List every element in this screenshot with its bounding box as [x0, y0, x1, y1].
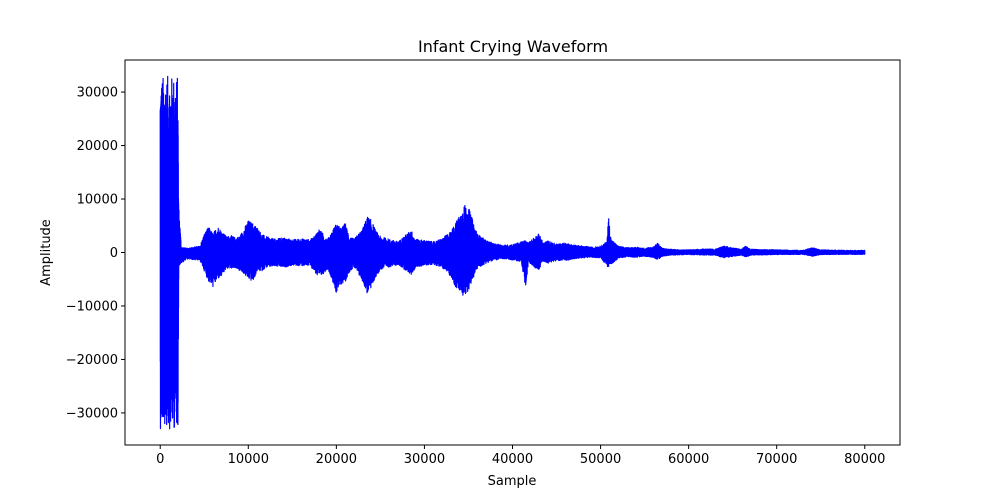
x-tick-label: 10000 — [228, 452, 269, 467]
x-tick-label: 70000 — [756, 452, 797, 467]
y-axis-ticks: −30000 −20000 −10000 0 10000 20000 30000 — [66, 86, 125, 421]
x-tick-label: 80000 — [844, 452, 885, 467]
y-axis-label: Amplitude — [39, 219, 54, 286]
y-tick-label: 10000 — [77, 193, 118, 208]
x-axis-label: Sample — [488, 474, 537, 489]
waveform-series-line — [159, 75, 866, 430]
x-tick-label: 60000 — [668, 452, 709, 467]
y-tick-label: 0 — [110, 246, 118, 261]
y-tick-label: −10000 — [66, 299, 118, 314]
x-tick-label: 0 — [156, 452, 164, 467]
plot-frame — [124, 59, 901, 446]
y-tick-label: −20000 — [66, 353, 118, 368]
x-tick-label: 40000 — [492, 452, 533, 467]
chart-title: Infant Crying Waveform — [418, 37, 608, 56]
y-tick-label: 30000 — [77, 86, 118, 101]
x-axis-ticks: 0 10000 20000 30000 40000 50000 60000 70000 8000… — [156, 445, 885, 467]
y-tick-label: −30000 — [66, 406, 118, 421]
x-tick-label: 50000 — [580, 452, 621, 467]
x-tick-label: 30000 — [404, 452, 445, 467]
y-tick-label: 20000 — [77, 139, 118, 154]
x-tick-label: 20000 — [316, 452, 357, 467]
